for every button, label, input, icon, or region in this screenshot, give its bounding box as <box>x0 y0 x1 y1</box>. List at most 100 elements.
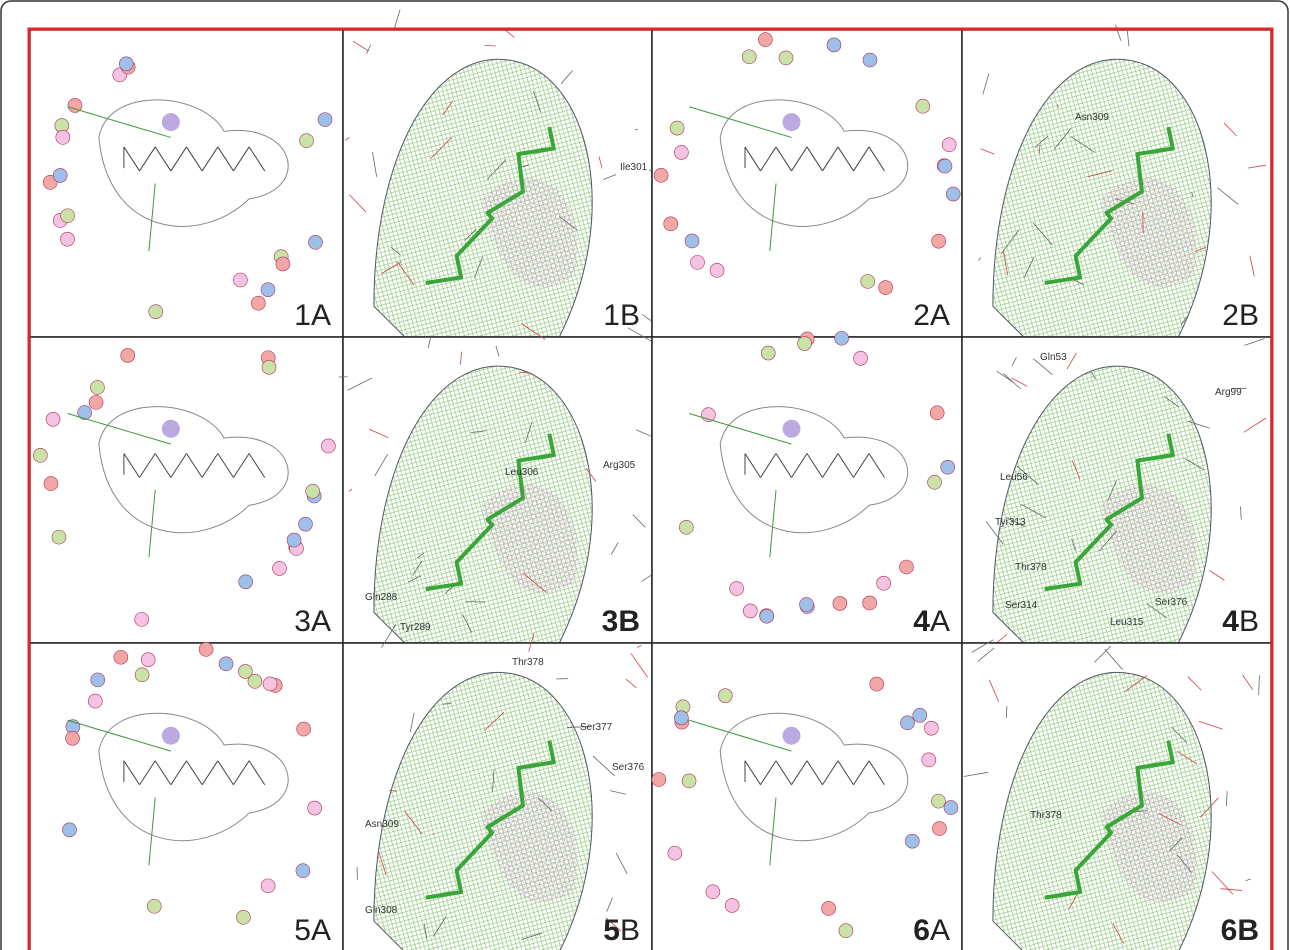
panel-number: 6 <box>913 914 930 947</box>
panel-label: 5B <box>603 914 640 947</box>
panel-label: 4B <box>1222 605 1259 638</box>
residue-node <box>233 273 247 287</box>
panel-label: 3B <box>602 605 640 638</box>
residue-node <box>239 575 253 589</box>
ligand-atom <box>162 420 180 438</box>
residue-node <box>219 657 233 671</box>
residue-label: Thr378 <box>512 657 544 668</box>
panel: 6A <box>652 643 962 950</box>
residue-node <box>932 822 946 836</box>
residue-node <box>664 217 678 231</box>
residue-node <box>822 901 836 915</box>
residue-node <box>833 596 847 610</box>
residue-node <box>928 475 942 489</box>
residue-node <box>674 145 688 159</box>
panel-letter: A <box>930 605 950 638</box>
residue-node <box>913 708 927 722</box>
panel-frame <box>30 30 343 337</box>
residue-label: Thr378 <box>1030 810 1062 821</box>
panel-label: 2A <box>913 299 950 332</box>
panel: Thr378Ser377Ser376Asn309Gln3085B <box>343 624 652 950</box>
panel-number: 3 <box>294 605 311 638</box>
residue-node <box>276 257 290 271</box>
residue-label: Leu56 <box>1000 472 1028 483</box>
residue-node <box>725 898 739 912</box>
residue-node <box>924 721 938 735</box>
residue-node <box>932 234 946 248</box>
residue-node <box>135 612 149 626</box>
panel-frame <box>652 30 962 337</box>
residue-node <box>287 533 301 547</box>
panel-letter: B <box>1239 605 1259 638</box>
ligand-atom <box>783 113 801 131</box>
residue-label: Tyr289 <box>400 622 431 633</box>
residue-label: Ser376 <box>1155 597 1188 608</box>
residue-node <box>262 360 276 374</box>
residue-node <box>300 134 314 148</box>
panel-number: 5 <box>294 914 311 947</box>
residue-node <box>941 460 955 474</box>
panel-number: 1 <box>603 299 620 332</box>
residue-node <box>263 677 277 691</box>
residue-node <box>261 283 275 297</box>
figure: 1AIle3011B2AAsn3092B3ALeu306Arg305Gln288… <box>0 0 1290 950</box>
residue-node <box>308 235 322 249</box>
residue-node <box>930 406 944 420</box>
panel-letter: B <box>620 299 640 332</box>
residue-node <box>654 168 668 182</box>
panel-letter: A <box>311 605 331 638</box>
panel: Thr3786B <box>962 640 1271 950</box>
panel: 2A <box>652 30 962 337</box>
residue-label: Asn309 <box>1075 112 1109 123</box>
residue-node <box>135 668 149 682</box>
residue-node <box>238 664 252 678</box>
residue-node <box>798 337 812 351</box>
panel-grid: 1AIle3011B2AAsn3092B3ALeu306Arg305Gln288… <box>30 10 1271 950</box>
panel-label: 1B <box>603 299 640 332</box>
residue-node <box>758 33 772 47</box>
residue-node <box>718 689 732 703</box>
panel-letter: B <box>618 605 640 638</box>
residue-node <box>854 351 868 365</box>
panel-label: 3A <box>294 605 331 638</box>
residue-node <box>942 138 956 152</box>
residue-node <box>706 885 720 899</box>
residue-label: Leu315 <box>1110 617 1144 628</box>
residue-node <box>685 234 699 248</box>
residue-node <box>800 598 814 612</box>
residue-label: Leu306 <box>505 467 539 478</box>
residue-node <box>121 348 135 362</box>
ligand-atom <box>783 420 801 438</box>
panel: 5A <box>30 642 343 950</box>
residue-label: Tyr313 <box>995 517 1026 528</box>
residue-node <box>652 773 666 787</box>
panel: 1A <box>30 30 343 337</box>
residue-label: Arg99 <box>1215 387 1242 398</box>
residue-node <box>835 331 849 345</box>
residue-node <box>760 609 774 623</box>
residue-node <box>691 255 705 269</box>
residue-node <box>296 864 310 878</box>
ligand-atom <box>162 727 180 745</box>
residue-node <box>916 99 930 113</box>
panel-frame <box>652 337 962 643</box>
panel-number: 2 <box>1222 299 1239 332</box>
residue-node <box>761 346 775 360</box>
residue-node <box>149 305 163 319</box>
residue-node <box>900 716 914 730</box>
residue-label: Thr378 <box>1015 562 1047 573</box>
residue-label: Ser314 <box>1005 600 1038 611</box>
panel: 3A <box>30 337 343 643</box>
residue-node <box>944 801 958 815</box>
ligand-atom <box>783 727 801 745</box>
residue-node <box>779 51 793 65</box>
residue-node <box>91 673 105 687</box>
residue-node <box>879 281 893 295</box>
panel-number: 5 <box>603 914 620 947</box>
residue-node <box>743 604 757 618</box>
residue-node <box>839 924 853 938</box>
residue-node <box>251 296 265 310</box>
panel-number: 6 <box>1221 914 1238 947</box>
ligand-atom <box>162 113 180 131</box>
